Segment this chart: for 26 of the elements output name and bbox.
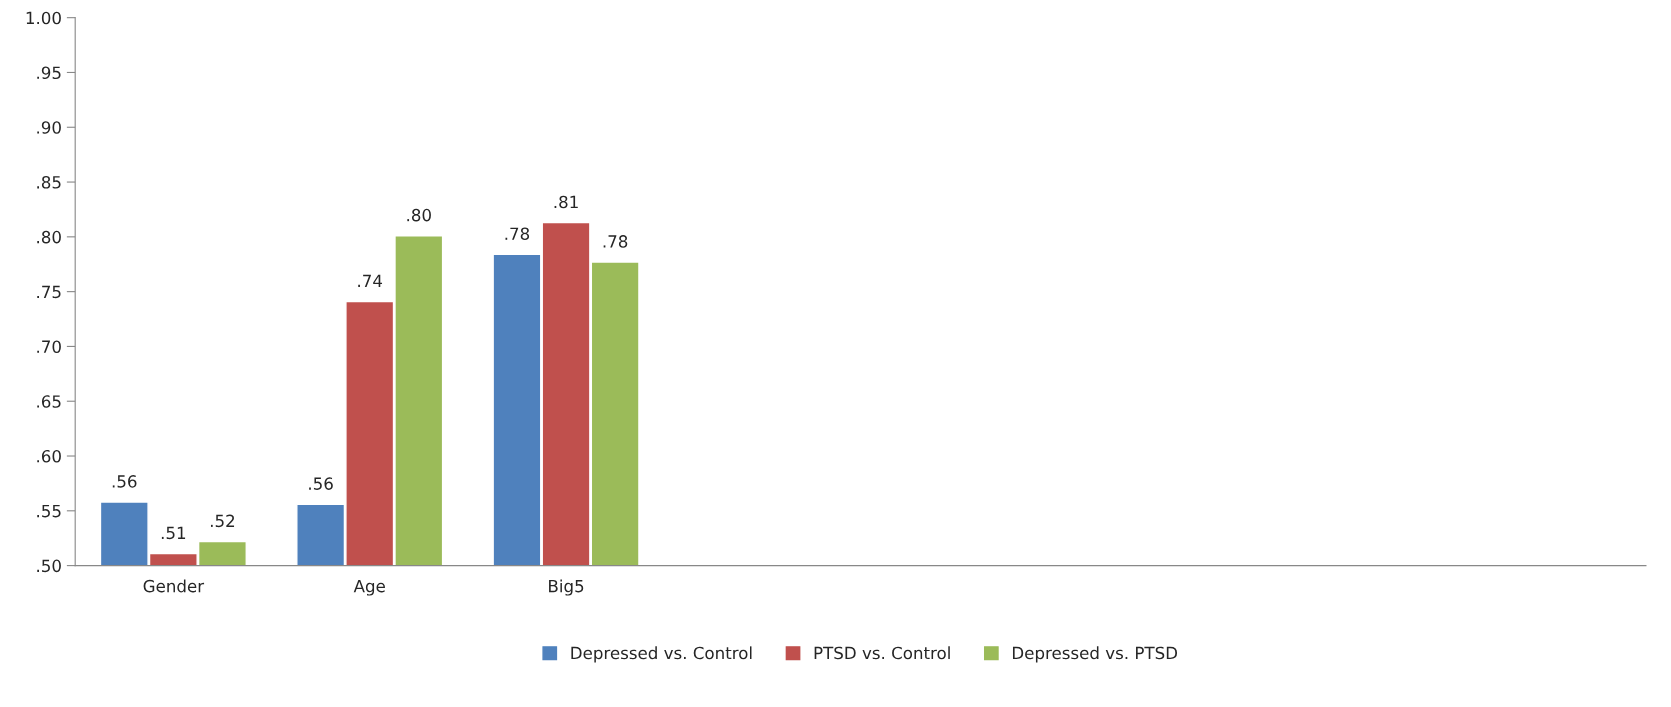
data-label: .74 (358, 274, 383, 287)
data-label: .56 (309, 477, 333, 490)
data-label: .78 (603, 235, 628, 248)
y-tick-label: .65 (37, 395, 61, 408)
y-tick-label: .55 (37, 504, 61, 518)
y-tick-label: 1.00 (26, 11, 61, 25)
legend-label: Depressed vs. Control (571, 646, 752, 663)
x-tick-label: Age (353, 580, 385, 596)
data-label: .81 (554, 195, 578, 209)
data-label: .52 (210, 514, 235, 528)
legend-label: PTSD vs. Control (814, 646, 950, 660)
data-label: .78 (505, 227, 530, 241)
y-tick-label: .80 (37, 230, 61, 244)
data-label: .51 (161, 526, 186, 540)
legend-label: Depressed vs. PTSD (1012, 646, 1178, 663)
x-tick-label: Big5 (549, 579, 584, 596)
x-tick-label: Gender (143, 579, 205, 593)
y-tick-label: .95 (37, 66, 61, 80)
data-label: .56 (112, 475, 137, 488)
y-tick-label: .75 (37, 285, 61, 299)
y-tick-label: .90 (37, 121, 61, 134)
y-tick-label: .60 (37, 449, 61, 463)
data-label: .80 (407, 208, 431, 222)
y-tick-label: .50 (37, 559, 61, 573)
y-tick-label: .70 (37, 340, 61, 353)
y-tick-label: .85 (37, 176, 61, 189)
